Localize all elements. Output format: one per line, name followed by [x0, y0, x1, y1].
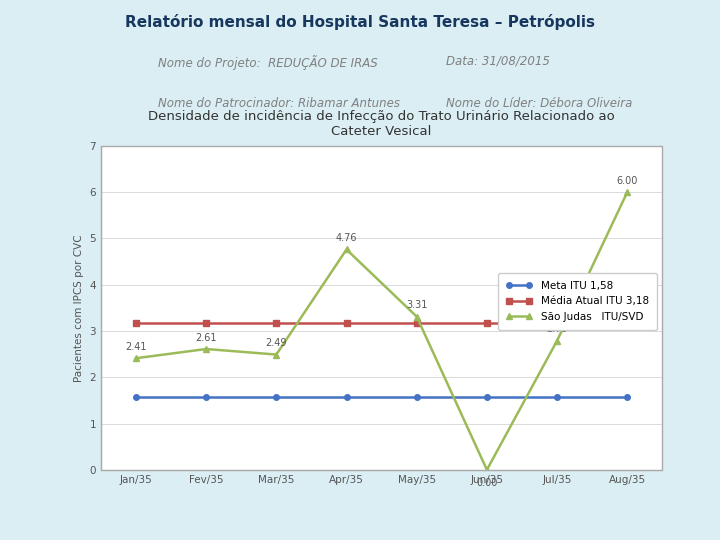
Média Atual ITU 3,18 — [132, 319, 140, 326]
Text: 0.00: 0.00 — [476, 478, 498, 489]
Média Atual ITU 3,18 — [482, 319, 491, 326]
Média Atual ITU 3,18 — [342, 319, 351, 326]
Text: 4.76: 4.76 — [336, 233, 357, 243]
São Judas   ITU/SVD — [623, 189, 631, 195]
Meta ITU 1,58 — [413, 394, 421, 400]
São Judas   ITU/SVD — [342, 246, 351, 253]
Text: Nome do Líder: Débora Oliveira: Nome do Líder: Débora Oliveira — [446, 97, 633, 110]
Meta ITU 1,58 — [553, 394, 562, 400]
São Judas   ITU/SVD — [132, 355, 140, 361]
Text: 2.79: 2.79 — [546, 325, 568, 334]
São Judas   ITU/SVD — [553, 338, 562, 344]
Line: São Judas   ITU/SVD: São Judas ITU/SVD — [132, 188, 631, 473]
Line: Média Atual ITU 3,18: Média Atual ITU 3,18 — [132, 319, 631, 326]
Meta ITU 1,58 — [623, 394, 631, 400]
Meta ITU 1,58 — [482, 394, 491, 400]
Text: 6.00: 6.00 — [616, 176, 638, 186]
Text: 2.49: 2.49 — [266, 338, 287, 348]
Meta ITU 1,58 — [202, 394, 210, 400]
Text: Nome do Projeto:  REDUÇÃO DE IRAS: Nome do Projeto: REDUÇÃO DE IRAS — [158, 55, 378, 70]
Meta ITU 1,58 — [342, 394, 351, 400]
Y-axis label: Pacientes com IPCS por CVC: Pacientes com IPCS por CVC — [73, 234, 84, 382]
São Judas   ITU/SVD — [202, 346, 210, 352]
Title: Densidade de incidência de Infecção do Trato Urinário Relacionado ao
Cateter Ves: Densidade de incidência de Infecção do T… — [148, 110, 615, 138]
Média Atual ITU 3,18 — [623, 319, 631, 326]
São Judas   ITU/SVD — [482, 467, 491, 473]
Text: 2.61: 2.61 — [195, 333, 217, 343]
Média Atual ITU 3,18 — [272, 319, 281, 326]
Bar — [101, 146, 662, 470]
São Judas   ITU/SVD — [413, 313, 421, 320]
Text: Relatório mensal do Hospital Santa Teresa – Petrópolis: Relatório mensal do Hospital Santa Teres… — [125, 14, 595, 30]
Meta ITU 1,58 — [132, 394, 140, 400]
Legend: Meta ITU 1,58, Média Atual ITU 3,18, São Judas   ITU/SVD: Meta ITU 1,58, Média Atual ITU 3,18, São… — [498, 273, 657, 330]
Média Atual ITU 3,18 — [553, 319, 562, 326]
Line: Meta ITU 1,58: Meta ITU 1,58 — [133, 394, 630, 400]
Text: 2.41: 2.41 — [125, 342, 147, 352]
Text: Nome do Patrocinador: Ribamar Antunes: Nome do Patrocinador: Ribamar Antunes — [158, 97, 400, 110]
Média Atual ITU 3,18 — [413, 319, 421, 326]
Text: Data: 31/08/2015: Data: 31/08/2015 — [446, 55, 550, 68]
São Judas   ITU/SVD — [272, 352, 281, 358]
Meta ITU 1,58 — [272, 394, 281, 400]
Text: 3.31: 3.31 — [406, 300, 428, 310]
Média Atual ITU 3,18 — [202, 319, 210, 326]
